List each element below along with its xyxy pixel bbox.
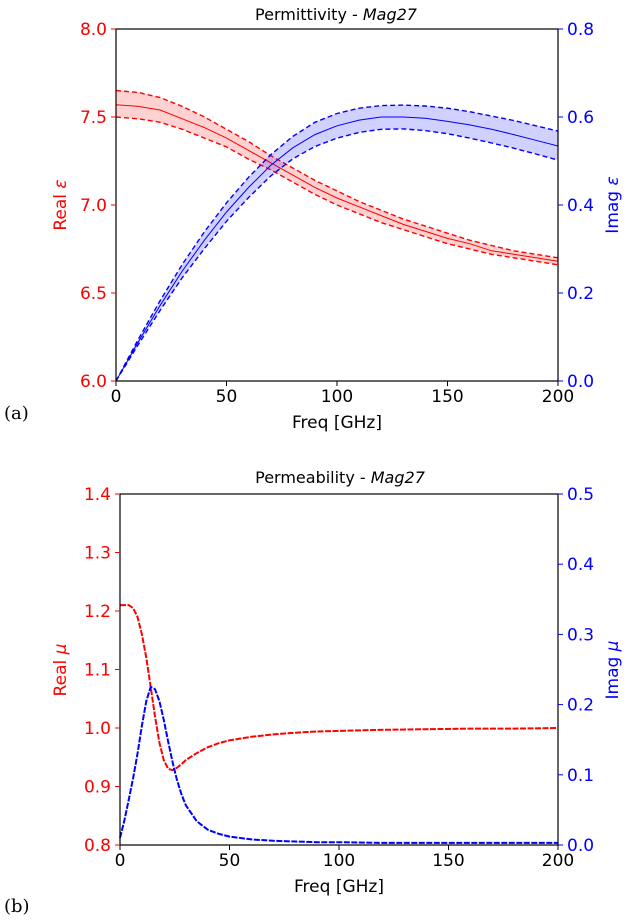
left-y-tick-label: 7.0 (80, 196, 107, 216)
imag-series-upper-line (115, 104, 559, 382)
right-y-axis-label-symbol: μ (603, 640, 623, 652)
imag-series-line (119, 685, 558, 844)
x-tick-label: 50 (219, 851, 241, 871)
left-y-tick-label: 6.5 (80, 284, 107, 304)
x-tick-label: 0 (111, 387, 122, 407)
right-y-tick-label: 0.4 (567, 196, 594, 216)
left-y-tick-label: 6.0 (80, 372, 107, 392)
right-y-axis-label: Imag μ (603, 640, 623, 699)
right-y-tick-label: 0.3 (567, 625, 594, 645)
permittivity-chart: Permittivity - Mag27 6.0 6.5 7.0 7.5 8.0 0.0… (4, 5, 623, 433)
right-y-tick-label: 0.6 (567, 108, 594, 128)
real-series-lower-line (115, 116, 559, 266)
right-y-tick-label: 0.5 (567, 485, 594, 505)
x-axis: 0 50 100 150 200 (111, 381, 574, 407)
left-y-tick-label: 1.0 (84, 719, 111, 739)
imag-series-line (115, 116, 559, 382)
right-y-tick-label: 0.0 (567, 836, 594, 856)
right-y-tick-label: 0.8 (567, 20, 594, 40)
chart-title-main: Permittivity - (255, 5, 363, 24)
permeability-chart: Permeability - Mag27 0.8 0.9 1.0 1.1 1.2 1.3 1… (4, 468, 623, 917)
x-axis-label: Freq [GHz] (294, 877, 384, 897)
right-y-axis-label-symbol: ε (603, 176, 623, 185)
x-tick-label: 0 (115, 851, 126, 871)
x-tick-label: 50 (216, 387, 238, 407)
real-series-line (120, 604, 559, 772)
x-tick-label: 200 (542, 851, 574, 871)
left-y-axis-label: Real μ (51, 643, 71, 696)
left-y-tick-label: 1.4 (84, 485, 111, 505)
x-axis-label: Freq [GHz] (292, 413, 382, 433)
right-y-tick-label: 0.4 (567, 555, 594, 575)
x-tick-label: 200 (542, 387, 574, 407)
right-y-axis-label: Imag ε (603, 176, 623, 233)
left-y-tick-label: 1.3 (84, 544, 111, 564)
x-tick-label: 100 (321, 387, 353, 407)
left-y-axis: 0.8 0.9 1.0 1.1 1.2 1.3 1.4 (84, 485, 120, 856)
right-y-axis: 0.0 0.2 0.4 0.6 0.8 (558, 20, 594, 392)
real-series-upper-line (115, 89, 559, 259)
panel-label-a: (a) (4, 403, 29, 424)
chart-title-italic: Mag27 (363, 5, 418, 24)
chart-title: Permeability - Mag27 (255, 468, 426, 487)
right-y-tick-label: 0.0 (567, 372, 594, 392)
chart-title: Permittivity - Mag27 (255, 5, 418, 24)
imag-series-band (116, 105, 558, 381)
left-y-tick-label: 1.2 (84, 602, 111, 622)
x-tick-label: 150 (432, 851, 464, 871)
left-y-tick-label: 7.5 (80, 108, 107, 128)
left-y-tick-label: 0.8 (84, 836, 111, 856)
left-y-tick-label: 0.9 (84, 778, 111, 798)
right-y-axis-label-main: Imag (603, 651, 623, 699)
right-y-tick-label: 0.2 (567, 696, 594, 716)
left-y-axis: 6.0 6.5 7.0 7.5 8.0 (80, 20, 116, 392)
chart-title-italic: Mag27 (371, 468, 426, 487)
x-tick-label: 150 (431, 387, 463, 407)
panel-label-b: (b) (4, 896, 30, 917)
x-tick-label: 100 (323, 851, 355, 871)
right-y-axis: 0.0 0.1 0.2 0.3 0.4 0.5 (558, 485, 594, 856)
chart-title-main: Permeability - (255, 468, 371, 487)
imag-series-lower-line (115, 128, 559, 382)
x-axis: 0 50 100 150 200 (115, 845, 574, 871)
real-series-line (115, 104, 559, 262)
left-y-tick-label: 1.1 (84, 661, 111, 681)
left-y-axis-label-symbol: ε (51, 179, 71, 188)
left-y-axis-label-main: Real (51, 189, 71, 231)
right-y-tick-label: 0.1 (567, 766, 594, 786)
plot-area (115, 89, 559, 382)
right-y-tick-label: 0.2 (567, 284, 594, 304)
left-y-axis-label-symbol: μ (51, 643, 71, 655)
left-y-axis-label: Real ε (51, 179, 71, 230)
plot-frame (119, 493, 559, 846)
plot-area (119, 604, 559, 844)
right-y-axis-label-main: Imag (603, 186, 623, 234)
real-series-band (116, 90, 558, 265)
left-y-axis-label-main: Real (51, 654, 71, 696)
left-y-tick-label: 8.0 (80, 20, 107, 40)
